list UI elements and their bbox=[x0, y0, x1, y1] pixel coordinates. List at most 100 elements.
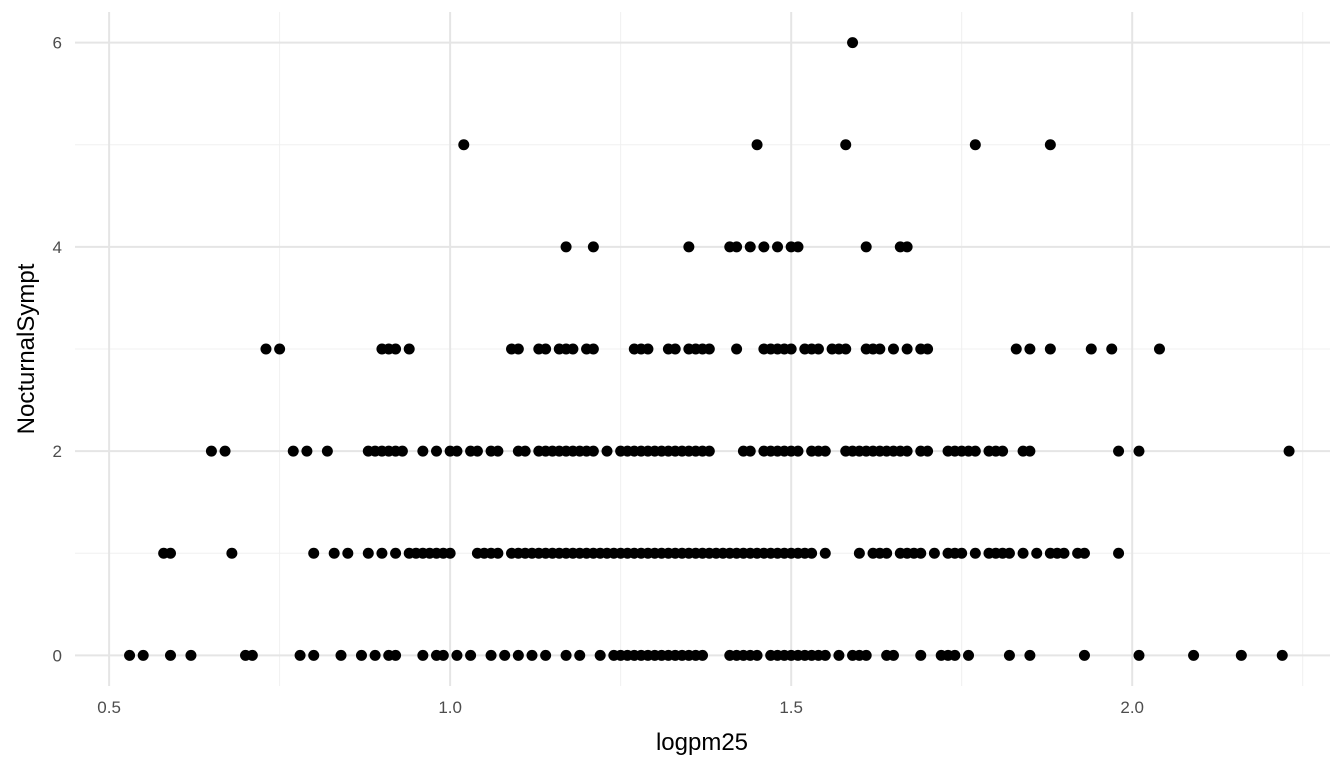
scatter-point bbox=[812, 343, 824, 355]
scatter-point bbox=[342, 547, 354, 559]
scatter-point bbox=[1113, 445, 1125, 457]
scatter-point bbox=[731, 241, 743, 253]
scatter-point bbox=[526, 649, 538, 661]
scatter-point bbox=[860, 241, 872, 253]
scatter-point bbox=[390, 649, 402, 661]
scatter-point bbox=[601, 445, 613, 457]
scatter-point bbox=[287, 445, 299, 457]
scatter-point bbox=[355, 649, 367, 661]
scatter-point bbox=[792, 241, 804, 253]
scatter-point bbox=[294, 649, 306, 661]
scatter-point bbox=[1024, 343, 1036, 355]
scatter-point bbox=[785, 343, 797, 355]
y-axis-title: NocturnalSympt bbox=[13, 263, 40, 434]
x-tick-label: 0.5 bbox=[97, 698, 121, 717]
scatter-point bbox=[164, 649, 176, 661]
scatter-point bbox=[928, 547, 940, 559]
scatter-point bbox=[164, 547, 176, 559]
x-tick-label: 1.0 bbox=[438, 698, 462, 717]
scatter-point bbox=[301, 445, 313, 457]
scatter-point bbox=[594, 649, 606, 661]
scatter-point bbox=[669, 343, 681, 355]
scatter-point bbox=[499, 649, 511, 661]
x-axis-tick-labels: 0.5 1.0 1.5 2.0 bbox=[97, 698, 1144, 717]
scatter-point bbox=[751, 649, 763, 661]
scatter-point bbox=[703, 445, 715, 457]
scatter-point bbox=[915, 649, 927, 661]
scatter-point bbox=[1085, 343, 1097, 355]
scatter-point bbox=[1188, 649, 1200, 661]
scatter-point bbox=[683, 241, 695, 253]
scatter-point bbox=[492, 547, 504, 559]
scatter-point bbox=[1003, 649, 1015, 661]
scatter-point bbox=[642, 343, 654, 355]
y-axis-tick-labels: 0 2 4 6 bbox=[53, 34, 62, 666]
scatter-point bbox=[806, 547, 818, 559]
scatter-point bbox=[819, 445, 831, 457]
scatter-point bbox=[390, 547, 402, 559]
scatter-point bbox=[853, 547, 865, 559]
scatter-point bbox=[922, 445, 934, 457]
scatter-point bbox=[881, 547, 893, 559]
scatter-point bbox=[833, 649, 845, 661]
scatter-point bbox=[492, 445, 504, 457]
scatter-point bbox=[1044, 139, 1056, 151]
scatter-point bbox=[956, 547, 968, 559]
scatter-point bbox=[860, 649, 872, 661]
scatter-point bbox=[1031, 547, 1043, 559]
scatter-point bbox=[1153, 343, 1165, 355]
scatter-point bbox=[567, 343, 579, 355]
scatter-point bbox=[792, 445, 804, 457]
scatter-point bbox=[226, 547, 238, 559]
scatter-point bbox=[574, 649, 586, 661]
scatter-point bbox=[1024, 445, 1036, 457]
scatter-point bbox=[185, 649, 197, 661]
scatter-point bbox=[1276, 649, 1288, 661]
scatter-point bbox=[205, 445, 217, 457]
scatter-point bbox=[969, 445, 981, 457]
scatter-point bbox=[758, 241, 770, 253]
scatter-point bbox=[1078, 649, 1090, 661]
scatter-point bbox=[772, 241, 784, 253]
scatter-point bbox=[915, 547, 927, 559]
y-tick-label: 0 bbox=[53, 646, 62, 665]
scatter-point bbox=[887, 343, 899, 355]
scatter-point bbox=[471, 445, 483, 457]
scatter-point bbox=[465, 649, 477, 661]
scatter-point bbox=[819, 547, 831, 559]
scatter-point bbox=[1113, 547, 1125, 559]
scatter-point bbox=[1283, 445, 1295, 457]
scatter-point bbox=[874, 343, 886, 355]
scatter-point bbox=[587, 445, 599, 457]
scatter-point bbox=[1106, 343, 1118, 355]
scatter-point bbox=[444, 547, 456, 559]
scatter-point bbox=[1078, 547, 1090, 559]
scatter-point bbox=[997, 445, 1009, 457]
scatter-point bbox=[847, 37, 859, 49]
scatter-point bbox=[1058, 547, 1070, 559]
x-tick-label: 2.0 bbox=[1120, 698, 1144, 717]
scatter-point bbox=[451, 649, 463, 661]
scatter-point bbox=[512, 649, 524, 661]
scatter-point bbox=[703, 343, 715, 355]
scatter-point bbox=[731, 343, 743, 355]
scatter-point bbox=[751, 139, 763, 151]
scatter-point bbox=[519, 445, 531, 457]
y-tick-label: 6 bbox=[53, 34, 62, 53]
scatter-point bbox=[560, 649, 572, 661]
scatter-point bbox=[963, 649, 975, 661]
scatter-point bbox=[744, 241, 756, 253]
scatter-point bbox=[124, 649, 136, 661]
scatter-point bbox=[744, 445, 756, 457]
scatter-point bbox=[308, 649, 320, 661]
scatter-point bbox=[1235, 649, 1247, 661]
scatter-point bbox=[587, 343, 599, 355]
scatter-point bbox=[901, 445, 913, 457]
scatter-point bbox=[396, 445, 408, 457]
scatter-point bbox=[1017, 547, 1029, 559]
scatter-point bbox=[1133, 445, 1145, 457]
scatter-point bbox=[840, 343, 852, 355]
x-axis-title: logpm25 bbox=[656, 729, 748, 756]
scatter-point bbox=[485, 649, 497, 661]
